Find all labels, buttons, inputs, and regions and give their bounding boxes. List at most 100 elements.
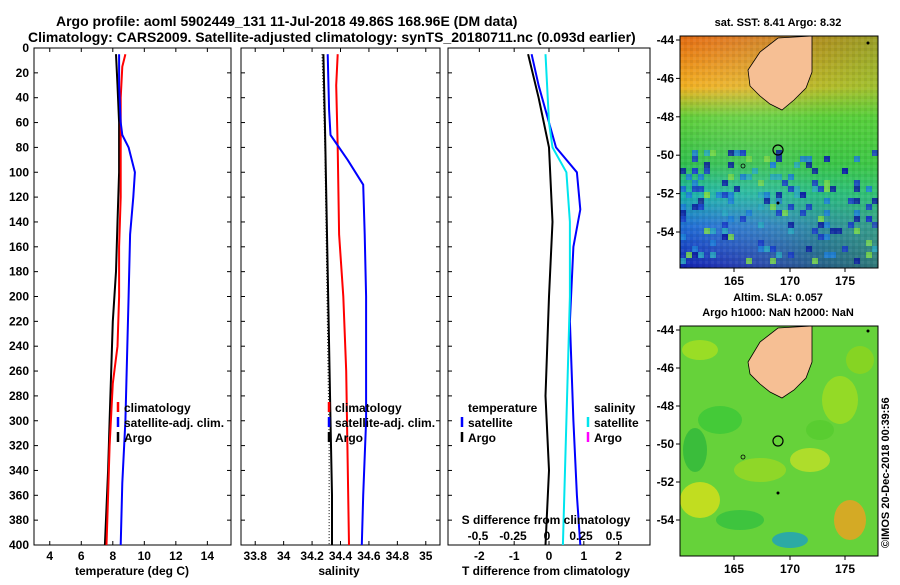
depth-tick-label: 340 <box>9 463 29 477</box>
sst-map-frame <box>679 35 879 269</box>
map-y-tick-label: -50 <box>657 437 675 451</box>
s-tick-label: 0 <box>544 529 551 543</box>
argo-position-marker <box>772 435 784 447</box>
depth-axis: 0 20 40 60 80 100 120 140 160 180 200 220 240 260 280 3… <box>9 41 29 552</box>
temperature-xlabel: temperature (deg C) <box>75 564 189 578</box>
depth-tick-label: 280 <box>9 389 29 403</box>
island-marker-small <box>776 491 780 495</box>
x-tick-label: 4 <box>46 549 53 563</box>
legend-label-satellite-adj: satellite-adj. clim. <box>335 416 435 430</box>
x-tick-label: 8 <box>109 549 116 563</box>
sla-map-title2: Argo h1000: NaN h2000: NaN <box>702 307 854 319</box>
sla-blob <box>772 532 808 548</box>
sst-map: sat. SST: 8.41 Argo: 8.32 -44 -46 -48 -50 -5… <box>657 17 879 288</box>
depth-tick-label: 20 <box>16 66 30 80</box>
map-y-tick-label: -46 <box>657 71 675 85</box>
difference-series <box>527 53 582 545</box>
depth-tick-label: 180 <box>9 265 29 279</box>
depth-tick-label: 300 <box>9 414 29 428</box>
sla-blob <box>682 340 718 360</box>
island-marker <box>740 454 746 460</box>
depth-tick-label: 140 <box>9 215 29 229</box>
sla-patches <box>680 340 874 548</box>
difference-legend: temperature satellite Argo salinity sate… <box>460 401 639 445</box>
x-tick-label: 12 <box>169 549 183 563</box>
x-tick-label: -2 <box>474 549 485 563</box>
sst-map-ticks: -44 -46 -48 -50 -52 -54 165 170 175 <box>657 33 856 288</box>
legend-label-t-argo: Argo <box>468 431 496 445</box>
sla-map-frame <box>679 325 879 557</box>
imos-credit: ©IMOS 20-Dec-2018 00:39:56 <box>880 397 892 548</box>
salinity-panel-frame <box>240 47 441 546</box>
x-tick-label: 34 <box>277 549 291 563</box>
depth-tick-label: 80 <box>16 140 30 154</box>
x-tick-label: 35 <box>419 549 433 563</box>
depth-tick-label: 120 <box>9 190 29 204</box>
temperature-panel: 4 6 8 10 12 14 temperature (deg C) climatolog… <box>33 47 232 578</box>
depth-tick-label: 400 <box>9 538 29 552</box>
map-y-tick-label: -48 <box>657 399 675 413</box>
map-x-tick-label: 165 <box>724 562 744 576</box>
island-marker-ne <box>866 329 870 333</box>
x-tick-label: -1 <box>509 549 520 563</box>
temperature-ticks: 4 6 8 10 12 14 <box>34 47 231 563</box>
legend-title-salinity: salinity <box>594 401 636 415</box>
x-tick-label: 0 <box>546 549 553 563</box>
x-tick-label: 6 <box>78 549 85 563</box>
sla-blob <box>734 458 786 482</box>
depth-tick-label: 380 <box>9 513 29 527</box>
sst-map-title: sat. SST: 8.41 Argo: 8.32 <box>715 17 842 29</box>
depth-tick-label: 0 <box>22 41 29 55</box>
legend-label-satellite-adj: satellite-adj. clim. <box>124 416 224 430</box>
x-tick-label: 10 <box>138 549 152 563</box>
series-line-1 <box>105 53 127 545</box>
island-marker-small <box>776 201 780 205</box>
s-tick-label: -0.5 <box>468 529 489 543</box>
map-y-tick-label: -46 <box>657 361 675 375</box>
legend-label-climatology: climatology <box>335 401 402 415</box>
figure-title-line2: Climatology: CARS2009. Satellite-adjuste… <box>28 29 636 45</box>
series-line-1 <box>527 53 554 545</box>
land-new-zealand <box>747 35 813 111</box>
series-line-0 <box>530 53 582 545</box>
legend-label-climatology: climatology <box>124 401 191 415</box>
salinity-ticks: 33.8 34 34.2 34.4 34.6 34.8 35 <box>241 47 440 563</box>
s-tick-label: 0.5 <box>606 529 623 543</box>
figure-title-line1: Argo profile: aoml 5902449_131 11-Jul-20… <box>56 13 517 29</box>
sla-map: Altim. SLA: 0.057 Argo h1000: NaN h2000:… <box>657 292 879 576</box>
s-difference-axis-label: S difference from climatology <box>462 513 631 527</box>
x-tick-label: 34.2 <box>300 549 324 563</box>
difference-panel: -2 -1 0 1 2 T difference from climatology S … <box>447 47 651 578</box>
depth-tick-label: 160 <box>9 240 29 254</box>
depth-tick-label: 260 <box>9 364 29 378</box>
sla-blob <box>698 406 742 434</box>
legend-label-argo: Argo <box>124 431 152 445</box>
sla-blob <box>716 510 764 530</box>
sla-blob <box>806 420 834 440</box>
x-tick-label: 34.4 <box>329 549 353 563</box>
sla-map-ticks: -44 -46 -48 -50 -52 -54 165 170 175 <box>657 323 856 576</box>
legend-label-argo: Argo <box>335 431 363 445</box>
sla-blob <box>822 376 858 424</box>
depth-tick-label: 40 <box>16 91 30 105</box>
salinity-series <box>321 54 368 545</box>
depth-tick-label: 200 <box>9 290 29 304</box>
depth-tick-label: 220 <box>9 314 29 328</box>
depth-tick-label: 320 <box>9 439 29 453</box>
s-tick-label: 0.25 <box>569 529 593 543</box>
legend-title-temperature: temperature <box>468 401 538 415</box>
series-line-0 <box>103 54 121 545</box>
sla-blob <box>790 448 830 472</box>
depth-tick-label: 240 <box>9 339 29 353</box>
series-line-2 <box>118 54 136 545</box>
x-tick-label: 33.8 <box>244 549 268 563</box>
series-line-2 <box>326 54 368 545</box>
sla-blob <box>846 346 874 374</box>
sla-blob <box>680 482 720 518</box>
map-x-tick-label: 170 <box>780 562 800 576</box>
legend-label-s-satellite: satellite <box>594 416 639 430</box>
legend-label-s-argo: Argo <box>594 431 622 445</box>
salinity-xlabel: salinity <box>318 564 360 578</box>
